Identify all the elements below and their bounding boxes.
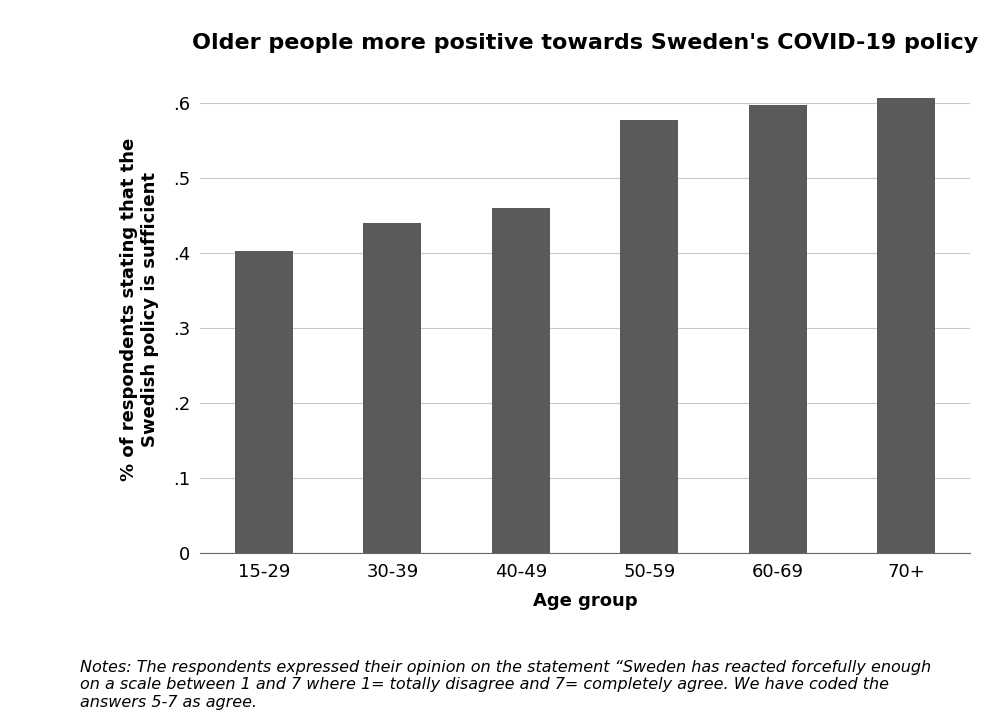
- Bar: [877, 98, 935, 553]
- Text: Notes: The respondents expressed their opinion on the statement “Sweden has reac: Notes: The respondents expressed their o…: [80, 660, 931, 710]
- Bar: [749, 106, 807, 553]
- Bar: [235, 251, 293, 553]
- Bar: [363, 223, 421, 553]
- Bar: [620, 119, 678, 553]
- Bar: [492, 208, 550, 553]
- Title: Older people more positive towards Sweden's COVID-19 policy: Older people more positive towards Swede…: [192, 33, 978, 53]
- Y-axis label: % of respondents stating that the
Swedish policy is sufficient: % of respondents stating that the Swedis…: [120, 138, 159, 481]
- X-axis label: Age group: Age group: [533, 592, 637, 610]
